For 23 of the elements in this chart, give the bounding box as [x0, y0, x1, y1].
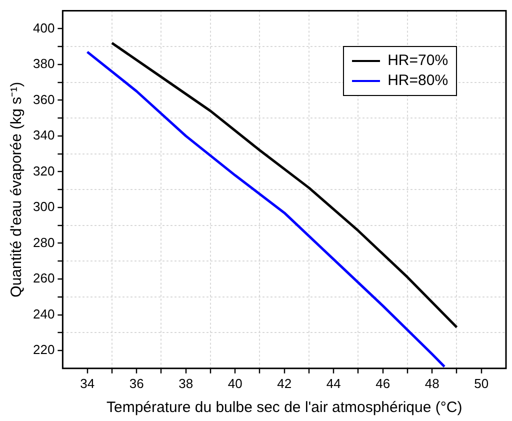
y-tick-label: 320	[32, 163, 55, 178]
x-tick-label: 40	[228, 376, 242, 391]
y-tick-label: 220	[32, 342, 55, 358]
y-tick-label: 340	[32, 128, 55, 143]
y-tick-label: 280	[32, 234, 55, 250]
legend-label: HR=70%	[388, 50, 448, 71]
x-tick-label: 36	[129, 376, 144, 391]
x-tick-label: 46	[376, 376, 390, 391]
y-tick-label: 240	[32, 306, 55, 322]
x-tick-label: 38	[178, 376, 194, 391]
y-axis-title: Quantité d'eau évaporée (kg s⁻¹)	[8, 82, 26, 298]
x-tick-label: 44	[326, 376, 341, 391]
y-tick-label: 260	[32, 270, 55, 286]
x-tick-label: 34	[80, 376, 95, 391]
legend-label: HR=80%	[388, 70, 448, 91]
y-tick-label: 400	[32, 20, 55, 36]
y-tick-label: 360	[32, 92, 55, 107]
y-tick-label: 380	[32, 56, 55, 72]
x-axis-title: Température du bulbe sec de l'air atmosphérique (°C)	[106, 399, 462, 416]
y-tick-label: 300	[32, 199, 55, 214]
x-tick-label: 48	[424, 376, 440, 391]
x-tick-label: 42	[277, 376, 292, 391]
x-tick-label: 50	[474, 376, 489, 391]
